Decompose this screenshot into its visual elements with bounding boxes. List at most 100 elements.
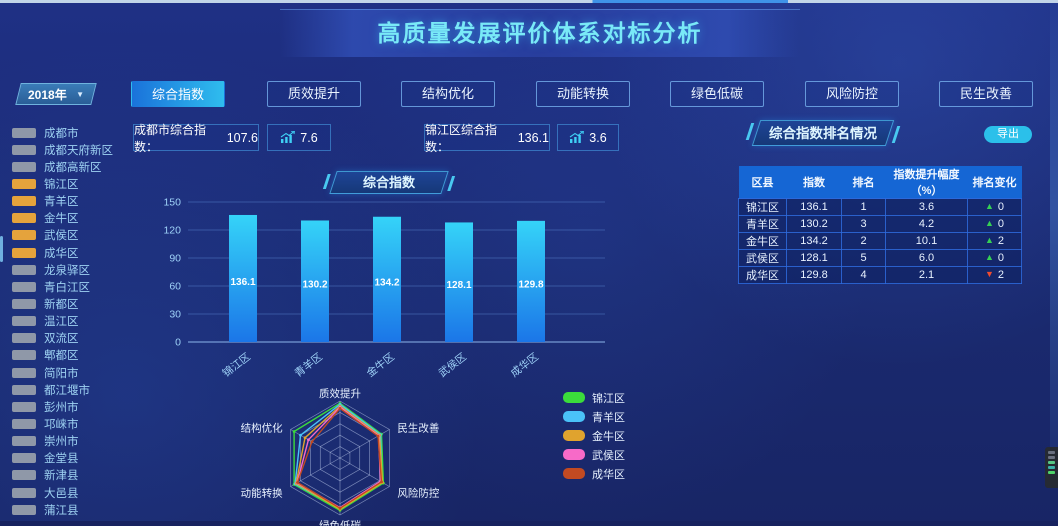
table-row[interactable]: 锦江区 136.1 1 3.6 ▲ 0 bbox=[738, 198, 1022, 216]
cell-rank: 4 bbox=[841, 266, 886, 284]
sidebar-item-district[interactable]: 武侯区 bbox=[12, 227, 122, 244]
district-index-stat: 锦江区综合指数： 136.1 bbox=[424, 123, 550, 154]
sidebar-item-district[interactable]: 金堂县 bbox=[12, 450, 122, 467]
svg-text:成华区: 成华区 bbox=[508, 350, 541, 380]
sidebar-item-district[interactable]: 彭州市 bbox=[12, 398, 122, 415]
table-row[interactable]: 青羊区 130.2 3 4.2 ▲ 0 bbox=[738, 215, 1022, 233]
widget-segment bbox=[1048, 471, 1055, 474]
cell-change: ▲ 0 bbox=[967, 215, 1022, 233]
sidebar-item-district[interactable]: 成华区 bbox=[12, 244, 122, 261]
sidebar-item-district[interactable]: 成都天府新区 bbox=[12, 141, 122, 158]
sidebar-item-district[interactable]: 简阳市 bbox=[12, 364, 122, 381]
col-header-improve: 指数提升幅度（%） bbox=[885, 166, 968, 199]
bar-chart-title: 综合指数 bbox=[362, 175, 415, 190]
rank-change-value: 0 bbox=[997, 252, 1005, 264]
tab-comprehensive-index[interactable]: 综合指数 bbox=[131, 81, 225, 107]
district-swatch bbox=[12, 230, 36, 241]
col-header-change: 排名变化 bbox=[967, 166, 1022, 199]
sidebar-item-district[interactable]: 郫都区 bbox=[12, 347, 122, 364]
col-header-rank: 排名 bbox=[841, 166, 886, 199]
rank-change-value: 0 bbox=[997, 201, 1005, 213]
widget-segment bbox=[1048, 461, 1055, 464]
legend-swatch bbox=[563, 449, 585, 460]
bar-青羊区[interactable] bbox=[301, 220, 329, 342]
tab-structure-optimization[interactable]: 结构优化 bbox=[401, 81, 495, 107]
cell-improve: 6.0 bbox=[885, 249, 968, 267]
cell-district: 武侯区 bbox=[738, 249, 787, 267]
sidebar-item-district[interactable]: 青白江区 bbox=[12, 278, 122, 295]
bar-成华区[interactable] bbox=[517, 220, 545, 342]
legend-item[interactable]: 金牛区 bbox=[563, 426, 625, 445]
svg-text:质效提升: 质效提升 bbox=[319, 387, 361, 400]
legend-label: 武侯区 bbox=[592, 449, 625, 462]
sidebar-item-district[interactable]: 锦江区 bbox=[12, 175, 122, 192]
floating-widget[interactable] bbox=[1045, 447, 1058, 488]
widget-segment bbox=[1048, 451, 1055, 454]
tab-green-low-carbon[interactable]: 绿色低碳 bbox=[670, 81, 764, 107]
bar-武侯区[interactable] bbox=[445, 222, 473, 342]
bar-锦江区[interactable] bbox=[229, 214, 257, 342]
sidebar-item-district[interactable]: 成都高新区 bbox=[12, 158, 122, 175]
year-dropdown[interactable]: 2018年 ▼ bbox=[15, 83, 97, 105]
sidebar-item-district[interactable]: 青羊区 bbox=[12, 193, 122, 210]
tab-risk-prevention[interactable]: 风险防控 bbox=[805, 81, 899, 107]
page-title: 高质量发展评价体系对标分析 bbox=[377, 20, 703, 46]
cell-district: 金牛区 bbox=[738, 232, 787, 250]
sidebar-item-district[interactable]: 邛崃市 bbox=[12, 415, 122, 432]
sidebar-item-district[interactable]: 新津县 bbox=[12, 467, 122, 484]
tab-momentum-conversion[interactable]: 动能转换 bbox=[536, 81, 630, 107]
district-swatch bbox=[12, 178, 36, 189]
chevron-down-icon: ▼ bbox=[76, 89, 84, 99]
legend-item[interactable]: 武侯区 bbox=[563, 445, 625, 464]
sidebar-item-district[interactable]: 金牛区 bbox=[12, 210, 122, 227]
sidebar-item-district[interactable]: 温江区 bbox=[12, 313, 122, 330]
legend-item[interactable]: 成华区 bbox=[563, 464, 625, 483]
table-row[interactable]: 成华区 129.8 4 2.1 ▼ 2 bbox=[738, 266, 1022, 284]
export-button[interactable]: 导出 bbox=[984, 126, 1032, 143]
tab-quality-improvement[interactable]: 质效提升 bbox=[267, 81, 361, 107]
legend-label: 金牛区 bbox=[592, 430, 625, 443]
bar-金牛区[interactable] bbox=[373, 216, 401, 342]
svg-text:120: 120 bbox=[163, 225, 181, 237]
district-swatch bbox=[12, 333, 36, 344]
sidebar-item-district[interactable]: 双流区 bbox=[12, 330, 122, 347]
district-label: 双流区 bbox=[44, 333, 79, 346]
sidebar-item-district[interactable]: 成都市 bbox=[12, 124, 122, 141]
district-list: 成都市 成都天府新区 成都高新区 锦江区 青羊区 金牛区 武侯区 成华区 龙泉驿… bbox=[12, 124, 122, 518]
sidebar-item-district[interactable]: 龙泉驿区 bbox=[12, 261, 122, 278]
district-swatch bbox=[12, 418, 36, 429]
rank-change-value: 2 bbox=[997, 269, 1005, 281]
table-row[interactable]: 武侯区 128.1 5 6.0 ▲ 0 bbox=[738, 249, 1022, 267]
sidebar-item-district[interactable]: 都江堰市 bbox=[12, 381, 122, 398]
svg-text:150: 150 bbox=[163, 197, 181, 209]
svg-text:136.1: 136.1 bbox=[230, 277, 255, 288]
sidebar-item-district[interactable]: 蒲江县 bbox=[12, 501, 122, 518]
table-row[interactable]: 金牛区 134.2 2 10.1 ▲ 2 bbox=[738, 232, 1022, 250]
sidebar-item-district[interactable]: 大邑县 bbox=[12, 484, 122, 501]
district-label: 邛崃市 bbox=[44, 418, 79, 431]
legend-item[interactable]: 锦江区 bbox=[563, 388, 625, 407]
sidebar-item-district[interactable]: 崇州市 bbox=[12, 433, 122, 450]
district-index-label: 锦江区综合指数： bbox=[425, 122, 498, 154]
district-swatch bbox=[12, 350, 36, 361]
cell-district: 成华区 bbox=[738, 266, 787, 284]
district-label: 锦江区 bbox=[44, 178, 79, 191]
district-swatch bbox=[12, 487, 36, 498]
legend-item[interactable]: 青羊区 bbox=[563, 407, 625, 426]
header-banner bbox=[280, 9, 800, 57]
district-label: 彭州市 bbox=[44, 401, 79, 414]
badge-slash-decoration bbox=[745, 123, 755, 140]
tab-livelihood-improvement[interactable]: 民生改善 bbox=[939, 81, 1033, 107]
legend-swatch bbox=[563, 411, 585, 422]
rank-change-value: 2 bbox=[997, 235, 1005, 247]
district-swatch bbox=[12, 401, 36, 412]
legend-swatch bbox=[563, 468, 585, 479]
window-bottom-edge bbox=[0, 521, 1058, 526]
district-swatch bbox=[12, 504, 36, 515]
svg-text:青羊区: 青羊区 bbox=[292, 350, 325, 380]
bar-chart: 0 30 60 90 120 150 136.1 锦江区 130.2 青羊区 134.2 金牛区 128… bbox=[163, 197, 605, 380]
background-streak bbox=[1050, 3, 1058, 458]
sidebar-scrollbar-thumb[interactable] bbox=[0, 236, 3, 262]
sidebar-item-district[interactable]: 新都区 bbox=[12, 295, 122, 312]
